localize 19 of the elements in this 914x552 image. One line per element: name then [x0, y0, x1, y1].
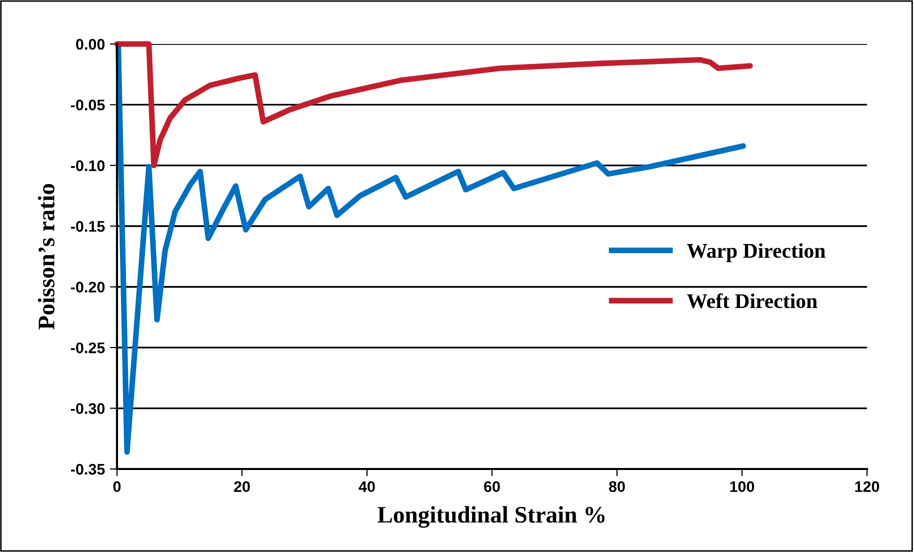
x-tick-label: 20: [234, 481, 250, 492]
x-tick-label: 60: [484, 481, 500, 492]
y-tick-label: 0.00: [76, 38, 105, 50]
x-tick-label: 80: [608, 481, 625, 492]
y-tick-label: -0.35: [70, 464, 105, 475]
y-tick-label: -0.20: [70, 282, 105, 293]
x-tick-label: 100: [730, 481, 754, 492]
y-tick-label: -0.05: [70, 100, 105, 110]
legend-label: Weft Direction: [686, 293, 818, 308]
y-tick-label: -0.15: [70, 221, 105, 232]
x-tick-label: 40: [358, 481, 375, 492]
y-axis-title: Poisson’s ratio: [38, 184, 54, 330]
x-axis-title: Longitudinal Strain %: [378, 506, 605, 528]
y-tick-label: -0.25: [70, 342, 105, 354]
x-tick-label: 120: [855, 481, 880, 492]
x-tick-label: 0: [113, 481, 121, 492]
y-tick-label: -0.30: [70, 403, 105, 414]
y-tick-label: -0.10: [70, 160, 105, 172]
legend-label: Warp Direction: [686, 243, 826, 262]
